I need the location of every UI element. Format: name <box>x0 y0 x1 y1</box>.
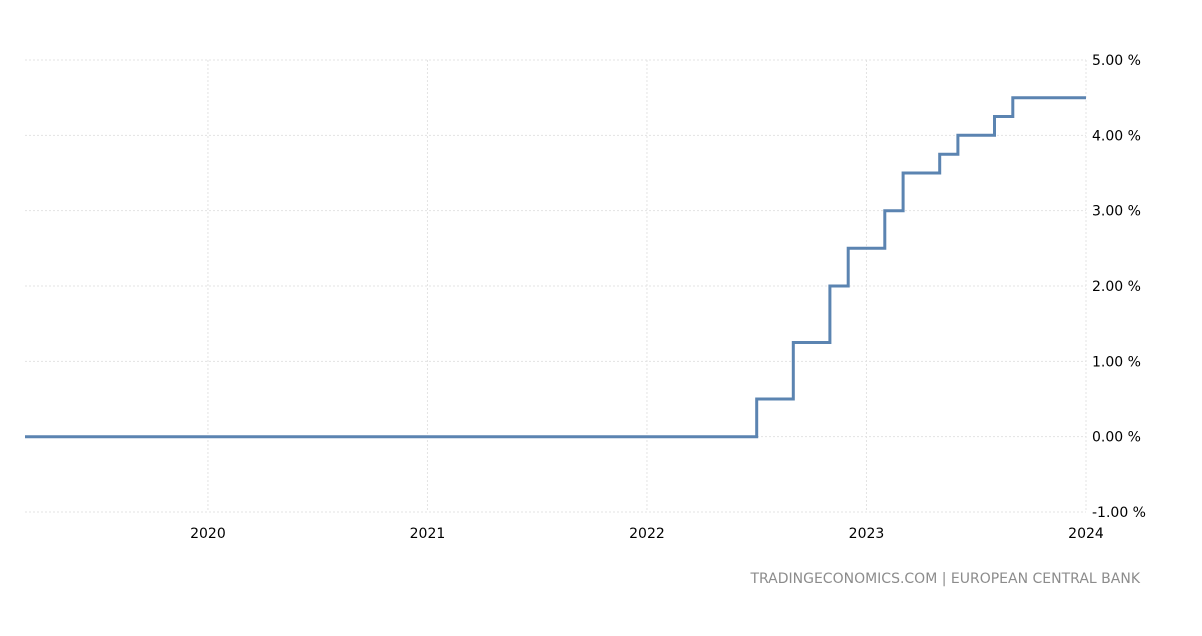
x-tick-label: 2024 <box>1068 526 1104 542</box>
source-label: TRADINGECONOMICS.COM | EUROPEAN CENTRAL … <box>749 571 1140 587</box>
y-tick-label: 0.00 % <box>1092 430 1141 446</box>
series-line <box>25 96 1086 439</box>
x-tick-label: 2021 <box>410 526 446 542</box>
series-layer <box>25 96 1086 439</box>
y-tick-label: 2.00 % <box>1092 279 1141 295</box>
y-tick-label: 3.00 % <box>1092 204 1141 220</box>
x-tick-label: 2020 <box>190 526 226 542</box>
grid <box>25 59 1087 513</box>
x-tick-label: 2023 <box>849 526 885 542</box>
y-tick-label: 1.00 % <box>1092 354 1141 370</box>
y-tick-label: -1.00 % <box>1092 505 1146 521</box>
y-tick-label: 5.00 % <box>1092 53 1141 69</box>
x-axis: 2020 2021 2022 2023 2024 <box>190 526 1104 542</box>
x-tick-label: 2022 <box>629 526 665 542</box>
y-axis: -1.00 % 0.00 % 1.00 % 2.00 % 3.00 % 4.00 % 5.0… <box>1092 53 1146 521</box>
y-tick-label: 4.00 % <box>1092 128 1141 144</box>
